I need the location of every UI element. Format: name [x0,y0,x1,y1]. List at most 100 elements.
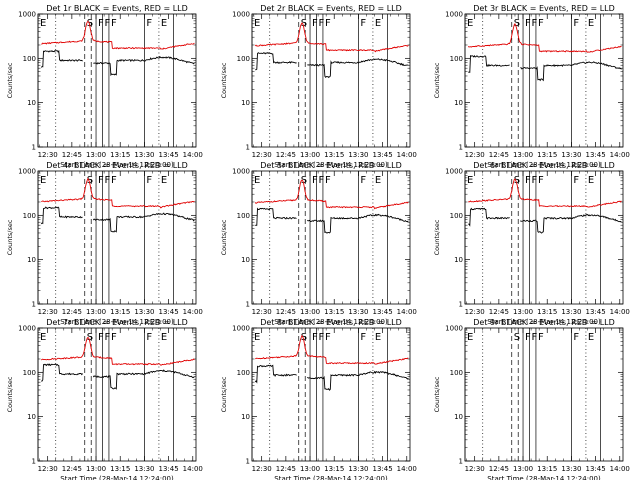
chart-title: Det 8r BLACK = Events, RED = LLD [260,318,402,327]
marker-label-F: F [104,18,110,29]
marker-label-S: S [514,175,520,186]
marker-label-F: F [325,332,331,343]
plot-frame [37,327,197,462]
x-tick-label: 12:30 [38,308,58,316]
y-tick-label: 10 [27,256,36,264]
x-tick-label: 13:30 [561,308,581,316]
x-tick-label: 13:45 [372,151,392,159]
x-tick-label: 13:30 [348,465,368,473]
series-lld-line [254,22,409,53]
marker-label-S: S [514,332,520,343]
series-events-line [468,54,622,82]
marker-label-F: F [360,175,366,186]
x-tick-label: 13:45 [158,465,178,473]
x-tick-label: 13:00 [86,465,106,473]
y-tick-label: 1000 [232,11,250,19]
y-axis-label: Counts/sec [220,219,228,255]
series-events-line [255,52,409,79]
x-axis-label: Start Time (28-Mar-14 12:24:00) [60,475,174,480]
marker-label-E: E [588,175,594,186]
chart-panel-6: Det 6r BLACK = Events, RED = LLD Counts/s… [433,161,630,326]
x-tick-label: 13:15 [537,151,557,159]
x-axis-label: Start Time (28-Mar-14 12:24:00) [274,318,388,326]
y-tick-label: 1 [246,458,250,466]
series-events-line [254,364,409,391]
marker-label-E: E [588,18,594,29]
plot-frame [251,327,411,462]
y-axis-label: Counts/sec [6,219,14,255]
x-axis-label: Start Time (28-Mar-14 12:24:00) [274,475,388,480]
chart-title: Det 9r BLACK = Events, RED = LLD [473,318,615,327]
y-tick-label: 10 [241,256,250,264]
chart-panel-4: Det 4r BLACK = Events, RED = LLD Counts/s… [6,161,203,326]
marker-label-F: F [531,332,537,343]
x-tick-label: 12:45 [276,308,296,316]
y-axis-label: Counts/sec [6,376,14,412]
marker-label-F: F [525,18,531,29]
y-tick-label: 1000 [445,325,463,333]
x-tick-label: 13:30 [561,465,581,473]
y-tick-label: 1000 [232,325,250,333]
x-tick-label: 14:00 [397,308,417,316]
x-tick-label: 12:30 [465,465,485,473]
marker-label-F: F [531,175,537,186]
marker-label-E: E [254,175,260,186]
marker-label-E: E [161,18,167,29]
y-tick-label: 1000 [232,168,250,176]
x-tick-label: 13:30 [134,151,154,159]
chart-title: Det 3r BLACK = Events, RED = LLD [473,4,615,13]
y-axis-label: Counts/sec [6,62,14,98]
marker-label-F: F [104,175,110,186]
x-tick-label: 13:30 [348,308,368,316]
y-tick-label: 10 [454,99,463,107]
x-tick-label: 13:45 [585,151,605,159]
x-tick-label: 13:30 [561,151,581,159]
marker-label-F: F [98,18,104,29]
plot-frame [464,327,624,462]
marker-label-S: S [87,18,93,29]
y-tick-label: 1 [459,144,463,152]
x-tick-label: 13:00 [300,308,320,316]
y-tick-label: 1000 [18,168,36,176]
y-tick-label: 1 [32,144,36,152]
series-lld-line [468,178,622,208]
y-tick-label: 1 [32,458,36,466]
x-tick-label: 13:00 [86,151,106,159]
chart-title: Det 2r BLACK = Events, RED = LLD [260,4,402,13]
chart-title: Det 6r BLACK = Events, RED = LLD [473,161,615,170]
marker-label-E: E [40,332,46,343]
x-tick-label: 13:15 [324,308,344,316]
marker-label-F: F [146,175,152,186]
x-axis-label: Start Time (28-Mar-14 12:24:00) [274,161,388,169]
y-axis-label: Counts/sec [433,376,441,412]
marker-label-F: F [111,18,117,29]
marker-label-E: E [161,175,167,186]
x-tick-label: 12:45 [62,151,82,159]
marker-label-F: F [98,332,104,343]
x-axis-label: Start Time (28-Mar-14 12:24:00) [487,475,601,480]
y-tick-label: 10 [27,413,36,421]
x-tick-label: 12:45 [276,151,296,159]
marker-label-S: S [87,332,93,343]
y-tick-label: 1 [459,458,463,466]
marker-label-F: F [111,332,117,343]
y-tick-label: 100 [23,369,36,377]
x-tick-label: 12:30 [38,465,58,473]
y-axis-label: Counts/sec [433,219,441,255]
y-tick-label: 100 [237,55,250,63]
plot-frame [37,13,197,148]
series-events-line [255,207,409,234]
x-tick-label: 14:00 [610,465,630,473]
x-tick-label: 13:15 [324,465,344,473]
marker-label-F: F [360,18,366,29]
x-tick-label: 14:00 [397,151,417,159]
marker-label-F: F [573,18,579,29]
x-tick-label: 12:30 [252,151,272,159]
y-tick-label: 1000 [18,325,36,333]
chart-panel-9: Det 9r BLACK = Events, RED = LLD Counts/s… [433,318,630,480]
x-tick-label: 14:00 [183,308,203,316]
x-tick-label: 13:15 [537,465,557,473]
marker-label-S: S [301,175,307,186]
marker-label-F: F [538,175,544,186]
